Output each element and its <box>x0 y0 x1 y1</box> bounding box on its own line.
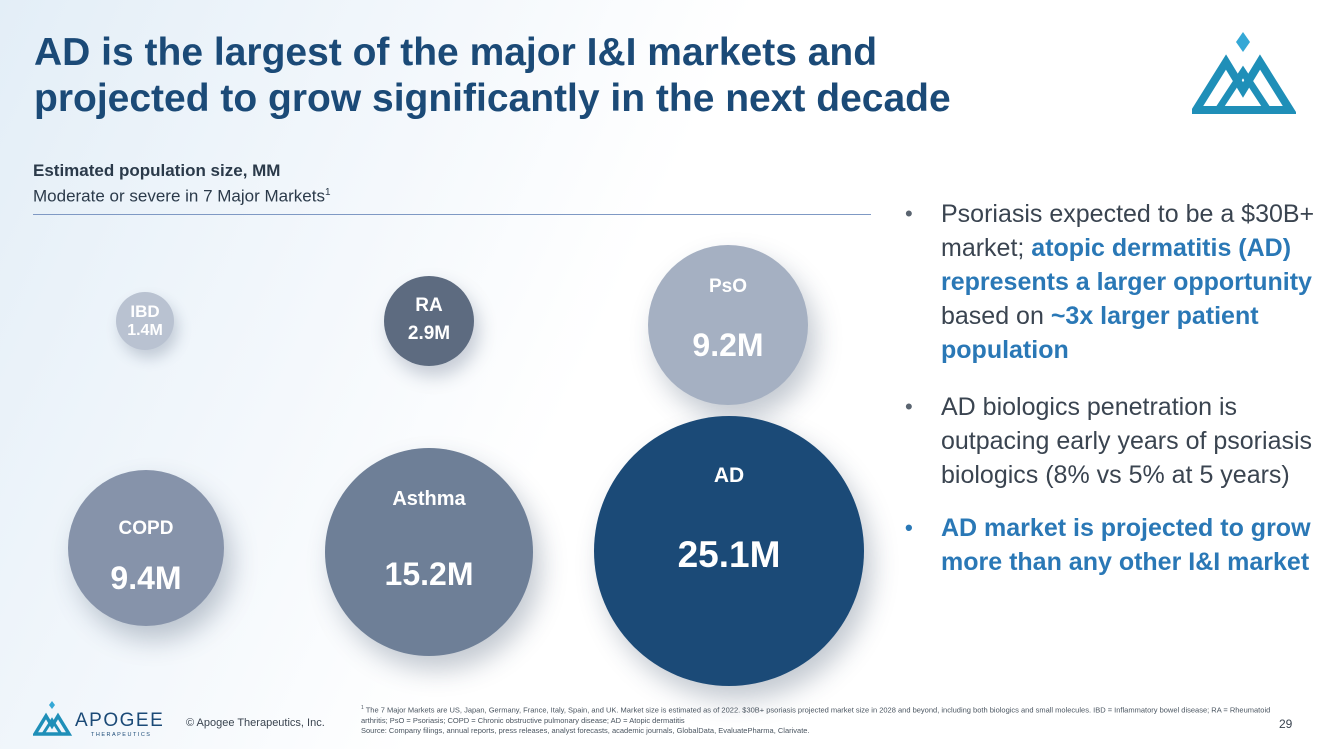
copyright-text: © Apogee Therapeutics, Inc. <box>186 717 325 729</box>
bubble-value: 9.4M <box>110 560 182 596</box>
bullet-text: AD market is projected to grow more than… <box>941 514 1311 576</box>
page-number: 29 <box>1279 717 1293 731</box>
bullet-text: Psoriasis expected to be a $30B+ market; <box>941 200 1315 262</box>
divider-line <box>33 214 871 215</box>
bubble-value: 25.1M <box>677 534 781 575</box>
bubble-label: COPD <box>118 518 174 539</box>
footer-brand: APOGEE <box>75 710 164 731</box>
bullet-text: based on <box>941 302 1051 330</box>
bullet-highlight: atopic dermatitis (AD) represents a larg… <box>941 234 1312 296</box>
footer-brand-sub: THERAPEUTICS <box>91 732 151 738</box>
bullet-psoriasis: • Psoriasis expected to be a $30B+ marke… <box>905 197 1325 367</box>
apogee-footer-logo: APOGEE THERAPEUTICS <box>33 701 164 738</box>
bubble-label: AD <box>713 464 745 487</box>
title-line-2: projected to grow significantly in the n… <box>34 77 951 120</box>
bubble-pso: PsO 9.2M <box>648 245 808 405</box>
slide-title: AD is the largest of the major I&I marke… <box>34 30 1154 122</box>
subhead-normal-text: Moderate or severe in 7 Major Markets <box>33 186 325 206</box>
footnote-marker: 1 <box>361 705 364 711</box>
bullet-biologics: • AD biologics penetration is outpacing … <box>905 390 1325 492</box>
bullet-text: AD biologics penetration is outpacing ea… <box>941 393 1313 489</box>
title-line-1: AD is the largest of the major I&I marke… <box>34 31 878 74</box>
subhead-footnote-marker: 1 <box>324 187 331 198</box>
chart-subheading: Estimated population size, MM Moderate o… <box>33 160 331 208</box>
bubble-label: IBD <box>130 302 160 321</box>
bullet-dot-icon: • <box>905 201 913 226</box>
bubble-copd: COPD 9.4M <box>68 470 224 626</box>
subhead-bold: Estimated population size, MM <box>33 161 281 180</box>
bullet-highlight: ~3x larger patient population <box>941 302 1259 364</box>
bullet-dot-icon: • <box>905 515 913 540</box>
footnote-line-1: The 7 Major Markets are US, Japan, Germa… <box>361 705 1271 725</box>
bubble-ra: RA 2.9M <box>384 276 474 366</box>
bubble-label: Asthma <box>392 488 466 510</box>
footnote-source: Source: Company filings, annual reports,… <box>361 725 810 735</box>
bubble-label: RA <box>415 295 443 316</box>
bullet-growth: • AD market is projected to grow more th… <box>905 511 1325 579</box>
key-points-list: • Psoriasis expected to be a $30B+ marke… <box>905 197 1325 579</box>
bubble-value: 1.4M <box>127 322 163 339</box>
bubble-value: 2.9M <box>407 323 451 344</box>
bubble-asthma: Asthma 15.2M <box>325 448 533 656</box>
bullet-dot-icon: • <box>905 394 913 419</box>
bubble-ad: AD 25.1M <box>594 416 864 686</box>
bubble-value: 9.2M <box>692 327 764 363</box>
apogee-mark-icon <box>33 701 73 736</box>
subhead-normal: Moderate or severe in 7 Major Markets1 <box>33 182 331 208</box>
bubble-ibd: IBD 1.4M <box>116 292 174 350</box>
bubble-label: PsO <box>708 276 748 297</box>
apogee-logo-icon <box>1192 32 1296 114</box>
footnote: 1 The 7 Major Markets are US, Japan, Ger… <box>361 703 1271 736</box>
bubble-value: 15.2M <box>384 556 474 592</box>
